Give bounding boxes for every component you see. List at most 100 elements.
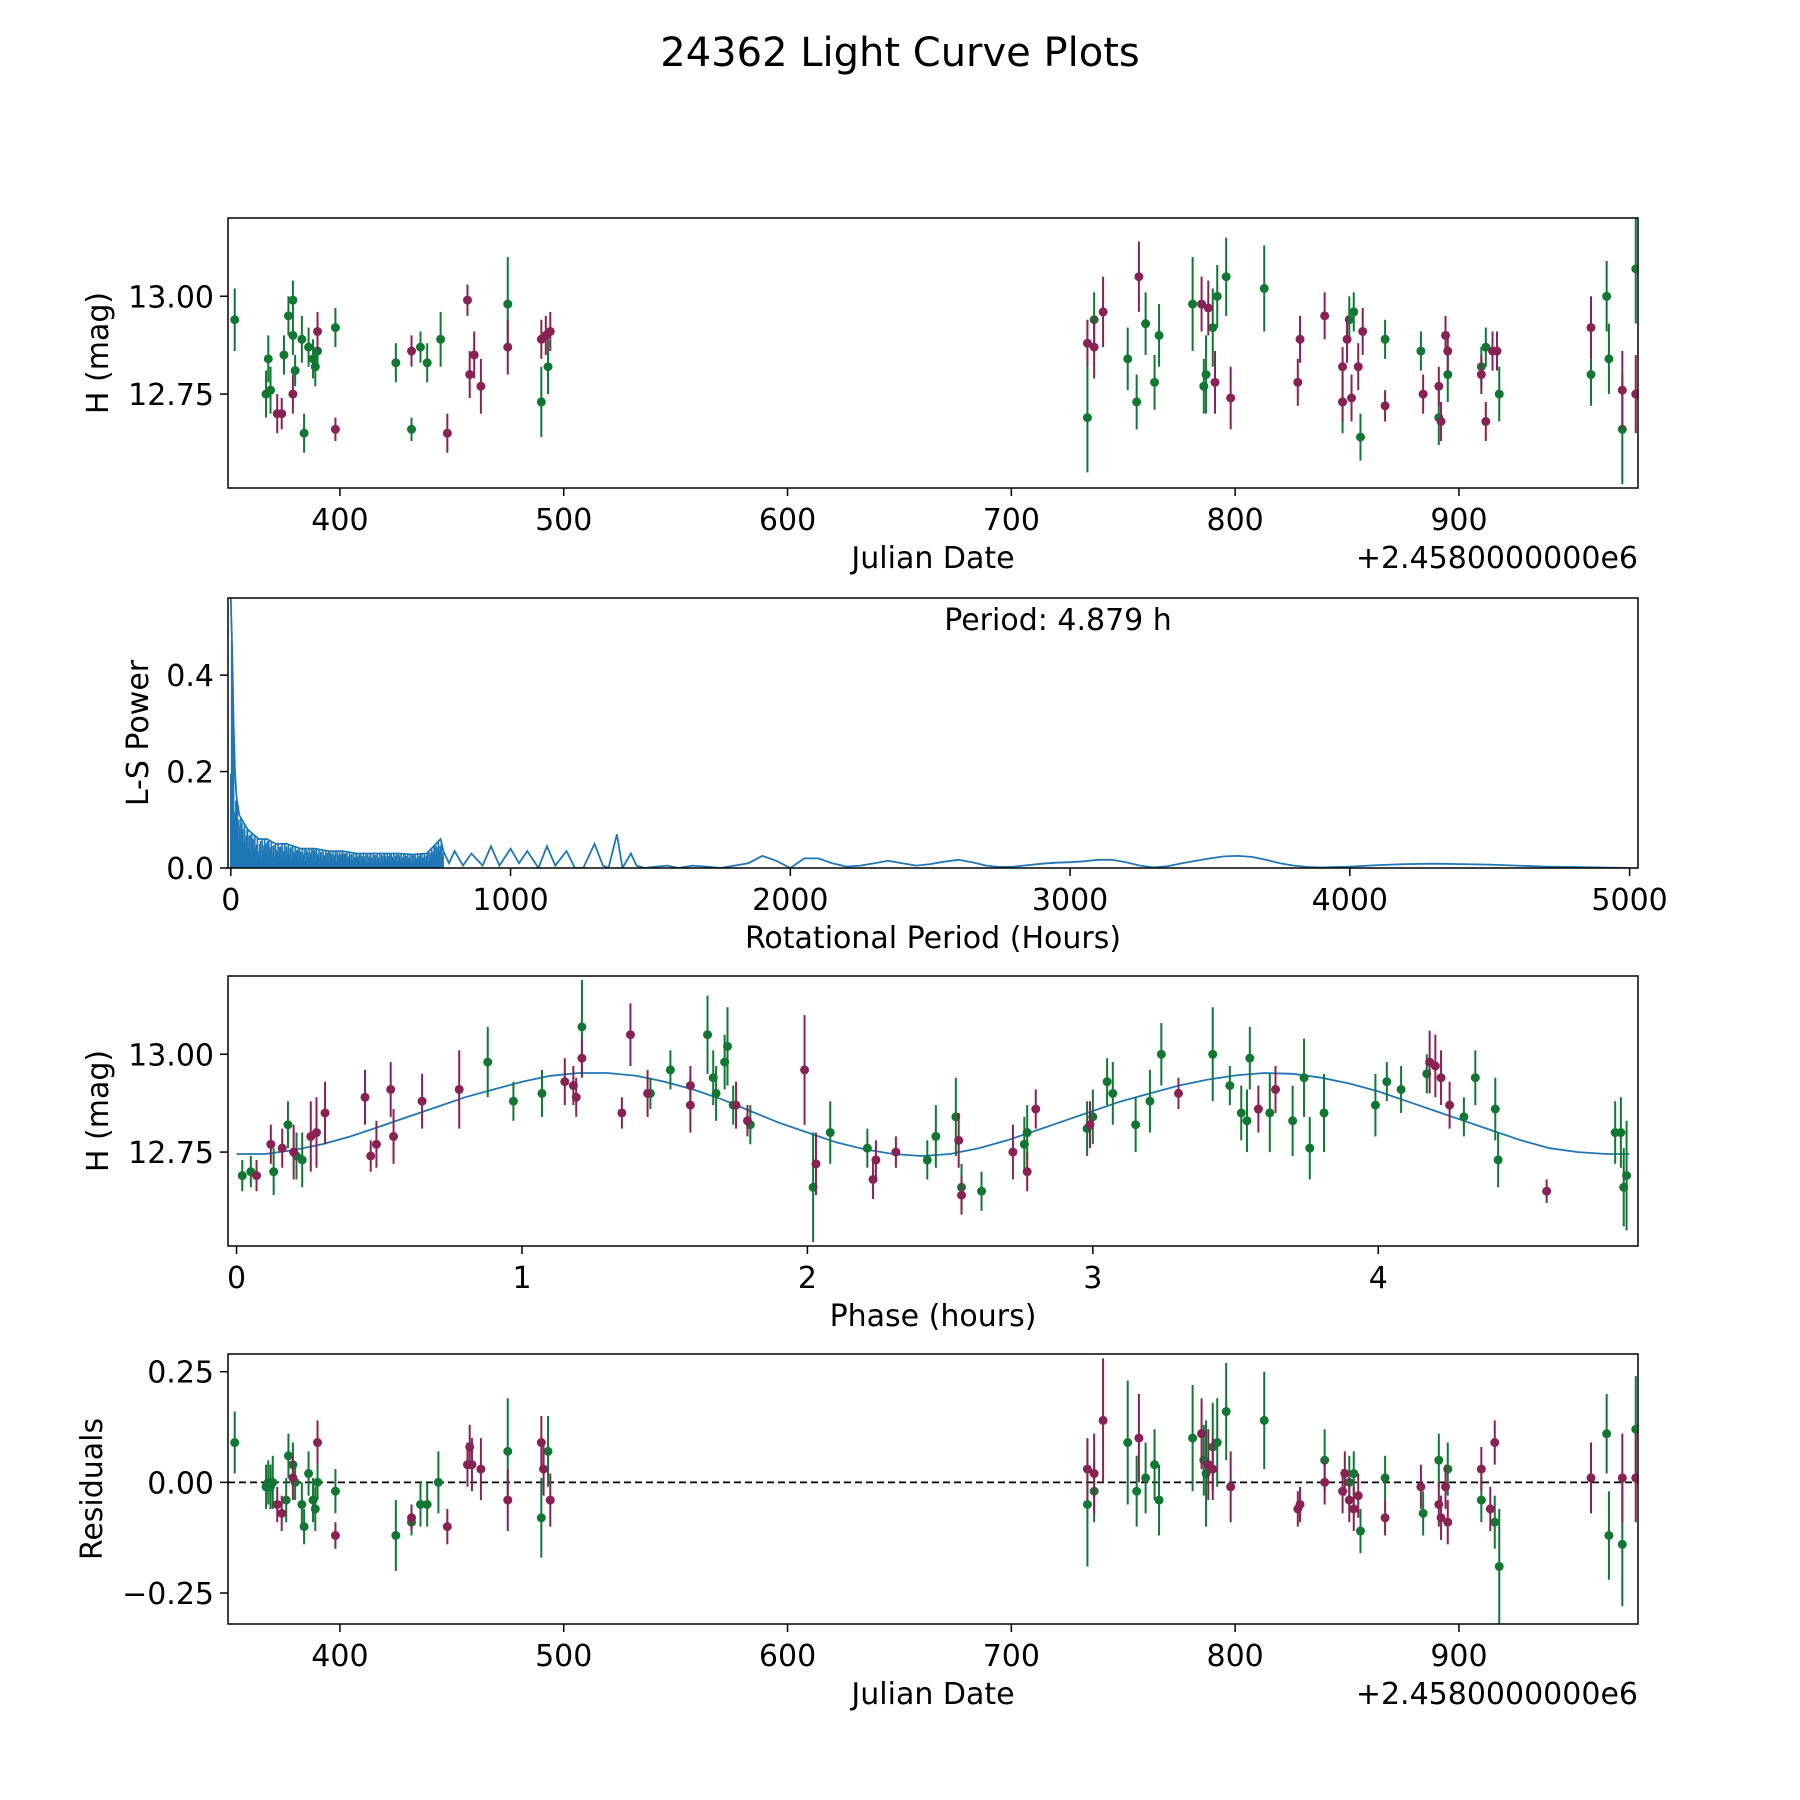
data-point xyxy=(1542,1186,1552,1196)
panel-lightcurve: 400 500 600 700 800 900 12.75 13.00 Julian Date H… xyxy=(81,217,1639,576)
data-point xyxy=(536,1513,546,1523)
data-point xyxy=(1617,385,1627,395)
data-point xyxy=(1319,1108,1329,1118)
data-point xyxy=(1434,1455,1444,1465)
data-point xyxy=(922,1155,932,1165)
x-tick-label: 600 xyxy=(759,1639,816,1674)
data-point xyxy=(330,1486,340,1496)
x-axis-label: Phase (hours) xyxy=(830,1299,1037,1334)
data-point xyxy=(1031,1104,1041,1114)
y-tick-label: −0.25 xyxy=(122,1577,214,1612)
data-point xyxy=(1208,1464,1218,1474)
data-point xyxy=(931,1131,941,1141)
data-point xyxy=(1208,323,1218,333)
x-axis-label: Julian Date xyxy=(849,541,1014,576)
data-point xyxy=(230,315,240,325)
data-point xyxy=(311,1128,321,1138)
y-tick-label: 0.2 xyxy=(166,756,214,791)
data-point xyxy=(1098,307,1108,317)
data-point xyxy=(1490,1517,1500,1527)
data-point xyxy=(1355,1526,1365,1536)
data-point xyxy=(1134,272,1144,282)
data-point xyxy=(1602,291,1612,301)
panel-residuals: 400 500 600 700 800 900 −0.25 0.00 0.25 Julian Da… xyxy=(75,1353,1639,1712)
data-point xyxy=(1617,1473,1627,1483)
data-point xyxy=(1396,1084,1406,1094)
data-point xyxy=(1445,1100,1455,1110)
x-tick-label: 0 xyxy=(227,1261,246,1296)
x-tick-label: 3 xyxy=(1083,1261,1102,1296)
data-point xyxy=(417,1096,427,1106)
plot-area xyxy=(228,1358,1638,1624)
power-series-line xyxy=(229,598,1630,868)
x-tick-label: 4000 xyxy=(1312,883,1388,918)
x-tick-label: 400 xyxy=(311,503,368,538)
data-point xyxy=(1225,1081,1235,1091)
data-point xyxy=(503,299,513,309)
data-point xyxy=(1150,377,1160,387)
data-point xyxy=(442,428,452,438)
data-point xyxy=(1342,334,1352,344)
period-annotation: Period: 4.879 h xyxy=(944,603,1172,638)
data-point xyxy=(1154,330,1164,340)
data-point xyxy=(283,311,293,321)
data-point xyxy=(731,1100,741,1110)
data-point xyxy=(1245,1053,1255,1063)
data-point xyxy=(800,1065,810,1075)
x-tick-label: 2000 xyxy=(752,883,828,918)
data-point xyxy=(465,370,475,380)
data-point xyxy=(625,1030,635,1040)
data-point xyxy=(1221,1407,1231,1417)
y-tick-label: 13.00 xyxy=(128,280,214,315)
data-point xyxy=(288,295,298,305)
data-point xyxy=(304,1469,314,1479)
x-tick-label: 900 xyxy=(1430,1639,1487,1674)
data-point xyxy=(283,1120,293,1130)
data-point xyxy=(1145,1096,1155,1106)
data-point xyxy=(288,1473,298,1483)
plot-area xyxy=(230,218,1638,485)
data-point xyxy=(366,1151,376,1161)
data-point xyxy=(1434,381,1444,391)
data-point xyxy=(1089,1469,1099,1479)
data-point xyxy=(297,1499,307,1509)
data-point xyxy=(1476,1495,1486,1505)
data-point xyxy=(304,342,314,352)
data-point xyxy=(391,1530,401,1540)
x-tick-label: 1000 xyxy=(472,883,548,918)
x-tick-label: 5000 xyxy=(1591,883,1667,918)
data-point xyxy=(1305,1143,1315,1153)
data-point xyxy=(1347,393,1357,403)
y-tick-label: 13.00 xyxy=(128,1038,214,1073)
data-point xyxy=(1123,354,1133,364)
data-point xyxy=(577,1022,587,1032)
data-point xyxy=(1212,291,1222,301)
data-point xyxy=(266,385,276,395)
data-point xyxy=(1131,1120,1141,1130)
data-point xyxy=(811,1159,821,1169)
data-point xyxy=(545,1495,555,1505)
data-point xyxy=(1320,311,1330,321)
data-point xyxy=(537,1088,547,1098)
data-point xyxy=(665,1065,675,1075)
data-point xyxy=(503,1495,513,1505)
data-point xyxy=(1470,1073,1480,1083)
data-point xyxy=(297,334,307,344)
data-point xyxy=(1082,1464,1092,1474)
data-point xyxy=(545,326,555,336)
data-point xyxy=(1430,1061,1440,1071)
data-point xyxy=(722,1041,732,1051)
data-point xyxy=(1349,1504,1359,1514)
data-point xyxy=(1358,326,1368,336)
y-tick-label: 12.75 xyxy=(128,378,214,413)
data-point xyxy=(433,1477,443,1487)
data-point xyxy=(703,1030,713,1040)
data-point xyxy=(1380,401,1390,411)
data-point xyxy=(237,1171,247,1181)
data-point xyxy=(476,381,486,391)
x-tick-label: 500 xyxy=(535,503,592,538)
data-point xyxy=(1418,389,1428,399)
series-green xyxy=(237,979,1632,1243)
data-point xyxy=(1208,1049,1218,1059)
data-point xyxy=(422,358,432,368)
